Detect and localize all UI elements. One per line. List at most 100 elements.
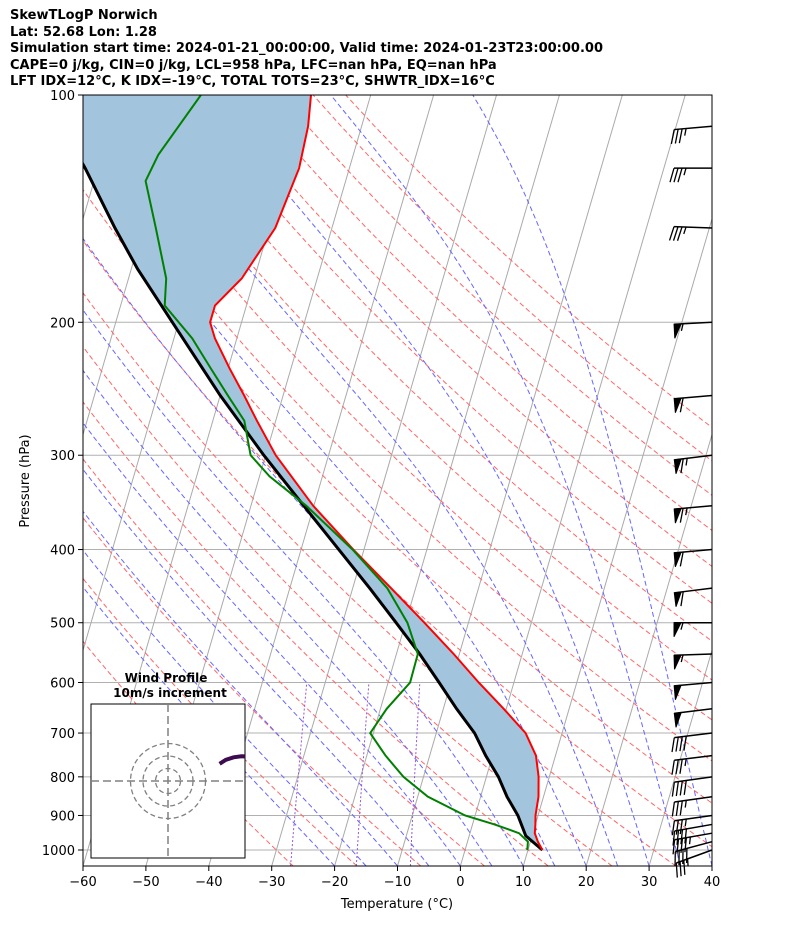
wind-barb <box>673 505 713 524</box>
wind-barb-full-flag <box>668 226 675 241</box>
wind-barb-full-flag <box>676 226 683 241</box>
wind-barb-full-flag <box>683 780 687 795</box>
wind-barb-staff <box>674 795 713 803</box>
x-tick-label: 0 <box>456 875 464 890</box>
isotherm-line <box>585 432 712 866</box>
dewpoint-profile-line <box>144 95 529 851</box>
x-tick-label: −50 <box>132 875 159 890</box>
wind-barb-full-flag <box>671 760 675 775</box>
wind-barb-full-flag <box>679 819 683 835</box>
wind-barb-full-flag <box>679 759 683 774</box>
moist-adiabat-line <box>83 309 524 866</box>
y-tick-label: 1000 <box>42 844 75 859</box>
moist-adiabat-line <box>472 95 712 866</box>
wind-barb-half-flag <box>680 323 684 332</box>
dry-adiabat-line <box>345 95 712 429</box>
dry-adiabat-line <box>312 95 712 462</box>
wind-barb <box>673 454 713 474</box>
moist-adiabat-line <box>83 586 335 866</box>
wind-barb-full-flag <box>670 129 675 144</box>
wind-barb-full-flag <box>675 759 679 775</box>
wind-barb-staff <box>674 732 713 739</box>
wind-barb-full-flag <box>673 167 679 183</box>
wind-barb-pennant <box>673 711 682 728</box>
wind-barb-full-flag <box>676 830 680 845</box>
wind-barb <box>671 776 713 797</box>
moist-adiabat-line <box>83 151 587 866</box>
wind-barb-full-flag <box>683 860 686 875</box>
wind-barb-full-flag <box>676 839 680 854</box>
wind-barb <box>673 621 712 637</box>
wind-barb-full-flag <box>677 167 683 183</box>
wind-barb-full-flag <box>675 781 679 797</box>
x-tick-label: 10 <box>515 875 532 890</box>
wind-barb <box>671 732 713 753</box>
wind-barb <box>673 653 713 670</box>
hodograph-inset: Wind Profile 10m/s increment <box>90 671 246 859</box>
wind-barb-full-flag <box>671 820 676 836</box>
hodograph-trace <box>218 754 245 766</box>
dry-adiabat-line <box>215 95 712 568</box>
x-tick-label: −20 <box>321 875 348 890</box>
location-line: Lat: 52.68 Lon: 1.28 <box>10 24 157 40</box>
wind-barb-full-flag <box>680 838 684 853</box>
dry-adiabat-line <box>83 239 712 848</box>
wind-barb <box>673 548 713 567</box>
wind-barb <box>675 849 713 878</box>
wind-barb-full-flag <box>678 128 683 144</box>
moist-adiabat-line <box>115 95 619 866</box>
hodograph-title: Wind Profile <box>125 671 208 685</box>
wind-barb-half-flag <box>685 458 688 466</box>
wind-barb-pennant <box>673 551 682 567</box>
wind-barb-full-flag <box>679 551 684 567</box>
wind-barb <box>673 321 713 339</box>
y-tick-label: 800 <box>50 771 75 786</box>
wind-barb-full-flag <box>671 782 676 797</box>
wind-barb <box>672 832 713 855</box>
x-tick-label: 40 <box>704 875 721 890</box>
wind-barb-staff <box>673 225 713 229</box>
moist-adiabat-line <box>207 95 650 866</box>
isotherm-line <box>522 217 712 866</box>
wind-barb-half-flag <box>688 836 691 845</box>
wind-barb-full-flag <box>679 800 683 816</box>
wind-barb-pennant <box>673 397 682 413</box>
wind-barb-pennant <box>673 591 682 607</box>
wind-barb-full-flag <box>674 129 679 144</box>
wind-barb <box>673 708 713 728</box>
dry-adiabat-line <box>83 345 613 866</box>
axes: −60 −50 −40 −30 −20 −10 0 10 20 30 40 100 200 300 400 5… <box>42 89 720 890</box>
wind-barb-half-flag <box>680 622 684 630</box>
y-tick-label: 600 <box>50 677 75 692</box>
wind-barb-full-flag <box>679 508 684 523</box>
convective-params-line: CAPE=0 j/kg, CIN=0 j/kg, LCL=958 hPa, LF… <box>10 57 497 73</box>
x-tick-label: −60 <box>69 875 96 890</box>
wind-barb-full-flag <box>680 591 684 607</box>
wind-barb-full-flag <box>675 801 679 816</box>
wind-barb-full-flag <box>671 737 675 753</box>
wind-barb-half-flag <box>684 818 687 827</box>
wind-barb <box>671 795 713 817</box>
x-tick-label: −40 <box>195 875 222 890</box>
wind-barb <box>673 394 713 413</box>
y-tick-label: 900 <box>50 809 75 824</box>
wind-barb-full-flag <box>683 736 687 751</box>
wind-barb-full-flag <box>675 820 679 835</box>
wind-barbs <box>668 125 713 878</box>
chart-header: SkewTLogP Norwich Lat: 52.68 Lon: 1.28 S… <box>10 8 603 91</box>
wind-barb-full-flag <box>669 167 675 183</box>
wind-barb-full-flag <box>675 737 679 752</box>
isotherm-line <box>711 864 712 866</box>
isotherm-line <box>775 95 794 866</box>
wind-barb-full-flag <box>679 397 684 413</box>
wind-barb-pennant <box>673 684 682 700</box>
mixing-ratio-line <box>290 682 308 866</box>
wind-barb-full-flag <box>672 830 676 846</box>
wind-barb-full-flag <box>679 736 683 752</box>
x-axis-label: Temperature (°C) <box>340 897 453 912</box>
wind-barb-half-flag <box>683 226 687 235</box>
wind-barb-full-flag <box>679 780 683 796</box>
y-tick-label: 400 <box>50 544 75 559</box>
wind-barb <box>670 125 713 144</box>
